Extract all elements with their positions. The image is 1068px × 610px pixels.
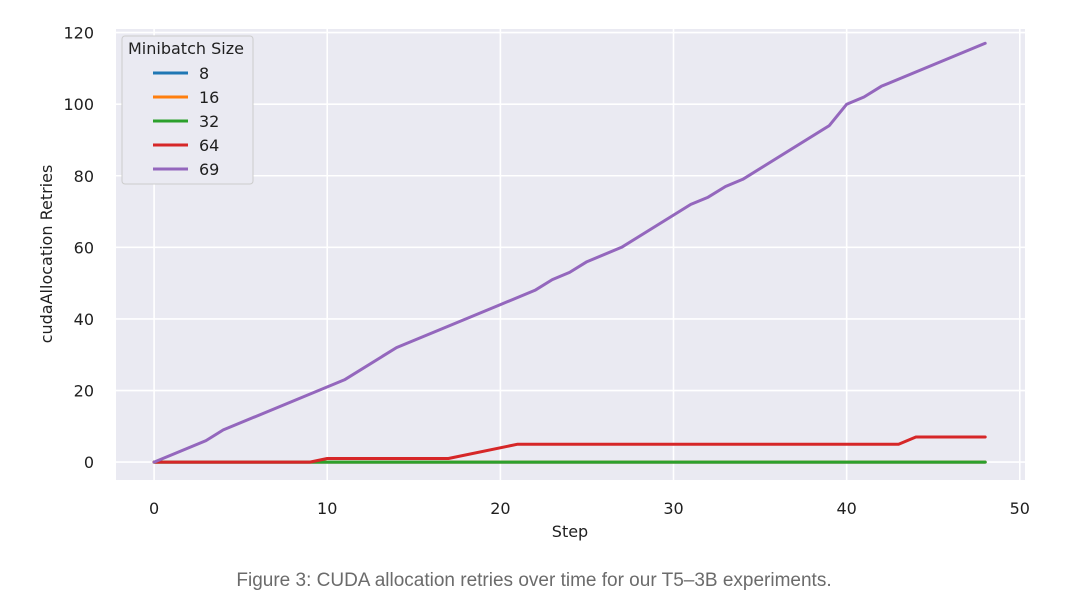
y-tick-label: 0 [84, 453, 94, 472]
legend-title: Minibatch Size [128, 39, 244, 58]
y-tick-label: 60 [74, 238, 94, 257]
y-tick-label: 40 [74, 310, 94, 329]
series-lines [152, 41, 987, 464]
legend-label-64: 64 [199, 136, 219, 155]
x-tick-label: 0 [149, 499, 159, 518]
y-tick-label: 80 [74, 167, 94, 186]
line-chart: 0 10 20 30 40 50 0 20 40 60 80 100 120 Step cudaAll… [37, 24, 1030, 541]
series-line-69 [152, 41, 987, 464]
x-tick-label: 40 [836, 499, 856, 518]
series-line-64 [152, 435, 987, 464]
legend: Minibatch Size 8 16 32 64 69 [121, 35, 254, 185]
figure-caption: Figure 3: CUDA allocation retries over t… [236, 570, 832, 591]
x-tick-label: 20 [490, 499, 510, 518]
legend-label-8: 8 [199, 64, 209, 83]
x-axis-title: Step [552, 522, 588, 541]
y-axis-title: cudaAllocation Retries [37, 165, 56, 344]
x-tick-label: 30 [663, 499, 683, 518]
legend-label-69: 69 [199, 160, 219, 179]
x-tick-labels: 0 10 20 30 40 50 [149, 499, 1030, 518]
y-tick-label: 120 [63, 24, 94, 43]
x-tick-label: 10 [317, 499, 337, 518]
y-tick-label: 100 [63, 95, 94, 114]
legend-label-16: 16 [199, 88, 219, 107]
legend-label-32: 32 [199, 112, 219, 131]
x-tick-label: 50 [1010, 499, 1030, 518]
y-tick-label: 20 [74, 382, 94, 401]
legend-box [121, 35, 254, 185]
y-tick-labels: 0 20 40 60 80 100 120 [63, 24, 94, 473]
legend-items: 8 16 32 64 69 [153, 64, 219, 179]
